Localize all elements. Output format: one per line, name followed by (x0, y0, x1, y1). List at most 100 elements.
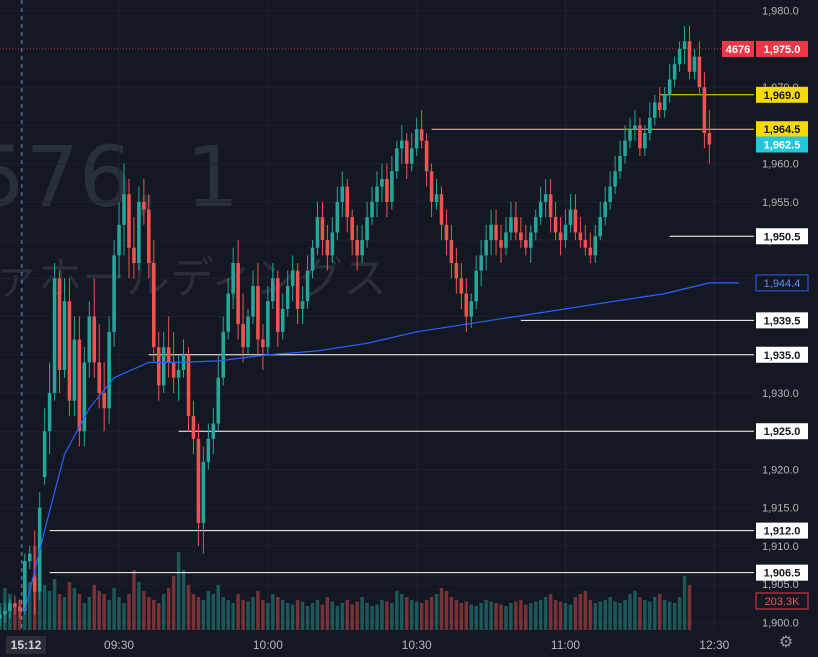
last-close-label-text: 1,962.5 (764, 140, 801, 152)
y-tick-label: 1,910.0 (762, 541, 799, 553)
volume-bar (271, 594, 275, 630)
volume-bar (122, 603, 126, 630)
volume-bar (176, 552, 181, 630)
settings-gear-icon[interactable]: ⚙ (778, 634, 794, 651)
volume-bar (553, 600, 558, 630)
volume-bar (142, 591, 146, 630)
volume-bar (221, 597, 225, 630)
volume-bar (405, 597, 409, 630)
volume-bar (340, 603, 345, 630)
volume-bar (449, 597, 454, 630)
volume-bar (469, 604, 473, 630)
volume-bar (395, 591, 399, 630)
volume-bar (320, 604, 325, 630)
y-tick-label: 1,960.0 (762, 159, 799, 171)
level-price-label-text: 1,935.0 (764, 350, 801, 362)
volume-bar (479, 603, 483, 630)
candle-body (102, 392, 106, 409)
candle-body (677, 48, 682, 65)
candle-body (8, 603, 12, 611)
candle-body (23, 561, 27, 611)
volume-label-text: 203.3K (765, 596, 801, 608)
candle-body (365, 217, 369, 241)
candle-body (514, 217, 518, 233)
candle-body (285, 285, 290, 309)
candle-body (147, 209, 151, 264)
volume-bar (578, 594, 583, 630)
volume-bar (236, 594, 240, 630)
price-levels (49, 94, 754, 574)
volume-bar (444, 591, 449, 630)
candle-body (32, 576, 37, 592)
candle-body (375, 186, 379, 202)
level-price-label: 1,912.0 (756, 522, 808, 539)
volume-bar (117, 597, 121, 630)
candle-body (404, 140, 409, 164)
volume-bar (464, 601, 469, 630)
level-price-label: 1,950.5 (756, 228, 808, 245)
volume-bar (62, 597, 67, 630)
volume-bar (543, 597, 548, 630)
volume-bar (166, 588, 171, 630)
candle-body (330, 232, 335, 256)
volume-bar (92, 585, 96, 630)
countdown-box (722, 40, 754, 57)
candle-body (494, 224, 498, 241)
volume-bar (87, 597, 92, 630)
level-price-label: 1,969.0 (756, 86, 808, 103)
volume-bar (350, 604, 354, 630)
volume-bar (97, 591, 101, 630)
volume-bars (0, 546, 692, 630)
volume-bar (499, 604, 503, 630)
volume-bar (623, 600, 627, 630)
vwap-label-box (755, 274, 809, 292)
level-price-label: 1,935.0 (756, 346, 808, 363)
level-price-label-box (756, 522, 808, 539)
volume-bar (484, 600, 488, 630)
candle-body (280, 308, 285, 332)
candle-body (429, 171, 434, 202)
candle-body (548, 194, 553, 218)
candle-body (479, 255, 483, 271)
candle-body (201, 461, 206, 523)
volume-bar (330, 601, 335, 630)
volume-bar (672, 603, 677, 630)
level-price-label: 1,906.5 (756, 564, 808, 581)
candle-body (27, 553, 32, 562)
volume-bar (127, 594, 131, 630)
volume-bar (290, 604, 295, 630)
candle-body (295, 270, 300, 309)
candle-body (82, 362, 87, 432)
candle-body (320, 217, 325, 241)
candle-body (434, 194, 439, 202)
candle-body (156, 347, 161, 386)
volume-bar (355, 601, 359, 630)
volume-bar (226, 600, 230, 630)
candle-body (271, 278, 275, 302)
volume-bar (534, 601, 538, 630)
volume-bar (538, 600, 543, 630)
volume-bar (667, 601, 672, 630)
volume-bar (648, 601, 652, 630)
volume-bar (662, 600, 667, 630)
candle-body (449, 240, 454, 264)
candle-body (42, 431, 47, 478)
volume-bar (588, 600, 593, 630)
candle-body (236, 263, 240, 325)
candle-body (62, 301, 67, 371)
volume-bar (152, 600, 156, 630)
volume-bar (132, 570, 136, 630)
volume-bar (439, 588, 444, 630)
candle-body (454, 263, 459, 279)
candle-body (444, 224, 449, 241)
candle-body (603, 201, 607, 218)
candle-body (186, 354, 191, 416)
volume-bar (489, 601, 493, 630)
level-price-label-box (756, 312, 808, 329)
candle-body (662, 94, 667, 111)
volume-bar (281, 600, 285, 630)
volume-bar (682, 576, 687, 630)
candle-body (385, 178, 389, 202)
volume-bar (613, 601, 617, 630)
